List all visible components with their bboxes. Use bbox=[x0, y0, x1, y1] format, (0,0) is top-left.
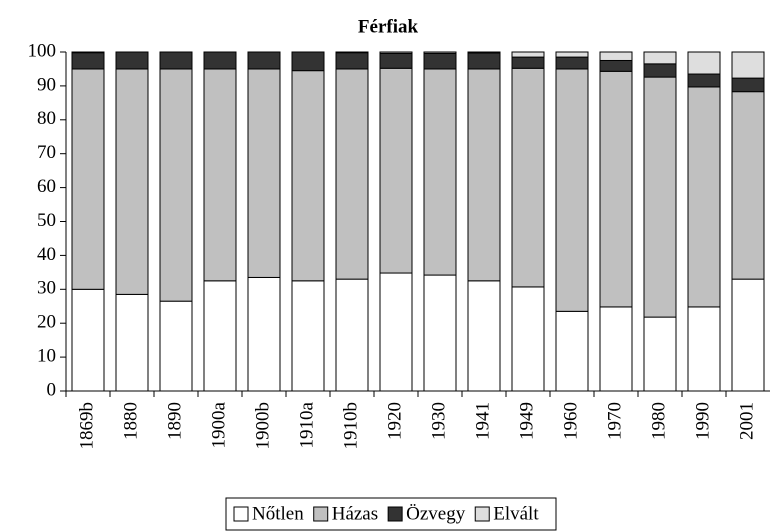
bar-segment bbox=[467, 51, 501, 54]
bar-segment bbox=[379, 67, 413, 274]
bar-segment bbox=[643, 76, 677, 318]
y-tick-label: 20 bbox=[37, 312, 56, 333]
bar-segment bbox=[423, 51, 457, 54]
bar-segment bbox=[247, 51, 281, 70]
x-tick-label: 1869b bbox=[76, 402, 97, 450]
y-tick-label: 60 bbox=[37, 176, 56, 197]
bar-segment bbox=[511, 56, 545, 69]
bar-segment bbox=[687, 86, 721, 308]
y-tick-label: 80 bbox=[37, 108, 56, 129]
y-tick-label: 50 bbox=[37, 210, 56, 231]
bar-segment bbox=[203, 280, 237, 392]
bar-segment bbox=[71, 288, 105, 392]
bar-segment bbox=[467, 68, 501, 282]
bar-segment bbox=[115, 293, 149, 392]
chart-title: Férfiak bbox=[358, 16, 419, 37]
x-tick-label: 1970 bbox=[604, 402, 625, 440]
x-tick-label: 1900b bbox=[252, 402, 273, 450]
bar-segment bbox=[115, 68, 149, 295]
y-tick-label: 30 bbox=[37, 278, 56, 299]
x-tick-label: 1920 bbox=[384, 402, 405, 440]
legend-swatch bbox=[474, 506, 490, 522]
x-tick-label: 1960 bbox=[560, 402, 581, 440]
legend-swatch bbox=[387, 506, 403, 522]
x-tick-label: 1980 bbox=[648, 402, 669, 440]
y-tick-label: 40 bbox=[37, 244, 56, 265]
bar-segment bbox=[511, 67, 545, 288]
bar-segment bbox=[247, 276, 281, 392]
x-tick-label: 1890 bbox=[164, 402, 185, 440]
bar-segment bbox=[423, 274, 457, 392]
bar-segment bbox=[599, 70, 633, 308]
y-tick-label: 90 bbox=[37, 74, 56, 95]
bar-segment bbox=[423, 52, 457, 70]
x-tick-label: 1949 bbox=[516, 402, 537, 440]
legend-swatch bbox=[233, 506, 249, 522]
bar-segment bbox=[555, 51, 589, 58]
bar-segment bbox=[555, 56, 589, 70]
bar-segment bbox=[467, 280, 501, 392]
bar-segment bbox=[511, 51, 545, 58]
bar-segment bbox=[115, 51, 149, 70]
legend-label: Elvált bbox=[493, 503, 539, 524]
bar-segment bbox=[731, 51, 765, 79]
bar-segment bbox=[731, 278, 765, 392]
bar-segment bbox=[379, 52, 413, 69]
bar-segment bbox=[599, 306, 633, 392]
x-tick-label: 2001 bbox=[736, 402, 757, 440]
bar-segment bbox=[467, 52, 501, 70]
bar-segment bbox=[335, 278, 369, 392]
bar-segment bbox=[643, 63, 677, 78]
legend-label: Özvegy bbox=[406, 503, 466, 524]
bar-segment bbox=[555, 310, 589, 392]
x-tick-label: 1910b bbox=[340, 402, 361, 450]
y-tick-label: 0 bbox=[47, 379, 57, 400]
bar-segment bbox=[379, 51, 413, 54]
bar-segment bbox=[291, 280, 325, 392]
bar-segment bbox=[555, 68, 589, 312]
bar-segment bbox=[731, 77, 765, 93]
bar-segment bbox=[599, 51, 633, 61]
x-tick-label: 1930 bbox=[428, 402, 449, 440]
bar-segment bbox=[247, 68, 281, 278]
bar-segment bbox=[335, 68, 369, 280]
bar-segment bbox=[687, 306, 721, 392]
bar-segment bbox=[643, 51, 677, 65]
y-tick-label: 10 bbox=[37, 345, 56, 366]
bar-segment bbox=[71, 51, 105, 54]
x-tick-label: 1910a bbox=[296, 401, 317, 448]
bar-segment bbox=[203, 51, 237, 70]
bar-segment bbox=[687, 73, 721, 88]
bar-segment bbox=[335, 51, 369, 54]
x-tick-label: 1880 bbox=[120, 402, 141, 440]
bar-segment bbox=[423, 68, 457, 276]
x-tick-label: 1941 bbox=[472, 402, 493, 440]
y-tick-label: 100 bbox=[28, 40, 57, 61]
y-tick-label: 70 bbox=[37, 142, 56, 163]
bar-segment bbox=[71, 68, 105, 290]
bar-segment bbox=[643, 316, 677, 392]
bar-segment bbox=[599, 59, 633, 72]
bar-segment bbox=[159, 68, 193, 302]
bar-segment bbox=[159, 51, 193, 70]
bar-segment bbox=[203, 68, 237, 282]
legend-label: Nőtlen bbox=[252, 503, 304, 524]
x-tick-label: 1990 bbox=[692, 402, 713, 440]
bar-segment bbox=[291, 70, 325, 282]
legend-label: Házas bbox=[332, 503, 378, 524]
bar-segment bbox=[379, 272, 413, 392]
bar-segment bbox=[731, 91, 765, 280]
bar-segment bbox=[71, 52, 105, 70]
bar-segment bbox=[291, 51, 325, 72]
bar-segment bbox=[511, 286, 545, 392]
bar-segment bbox=[687, 51, 721, 75]
legend-swatch bbox=[313, 506, 329, 522]
x-tick-label: 1900a bbox=[208, 401, 229, 448]
bar-segment bbox=[159, 300, 193, 392]
bar-segment bbox=[335, 52, 369, 70]
